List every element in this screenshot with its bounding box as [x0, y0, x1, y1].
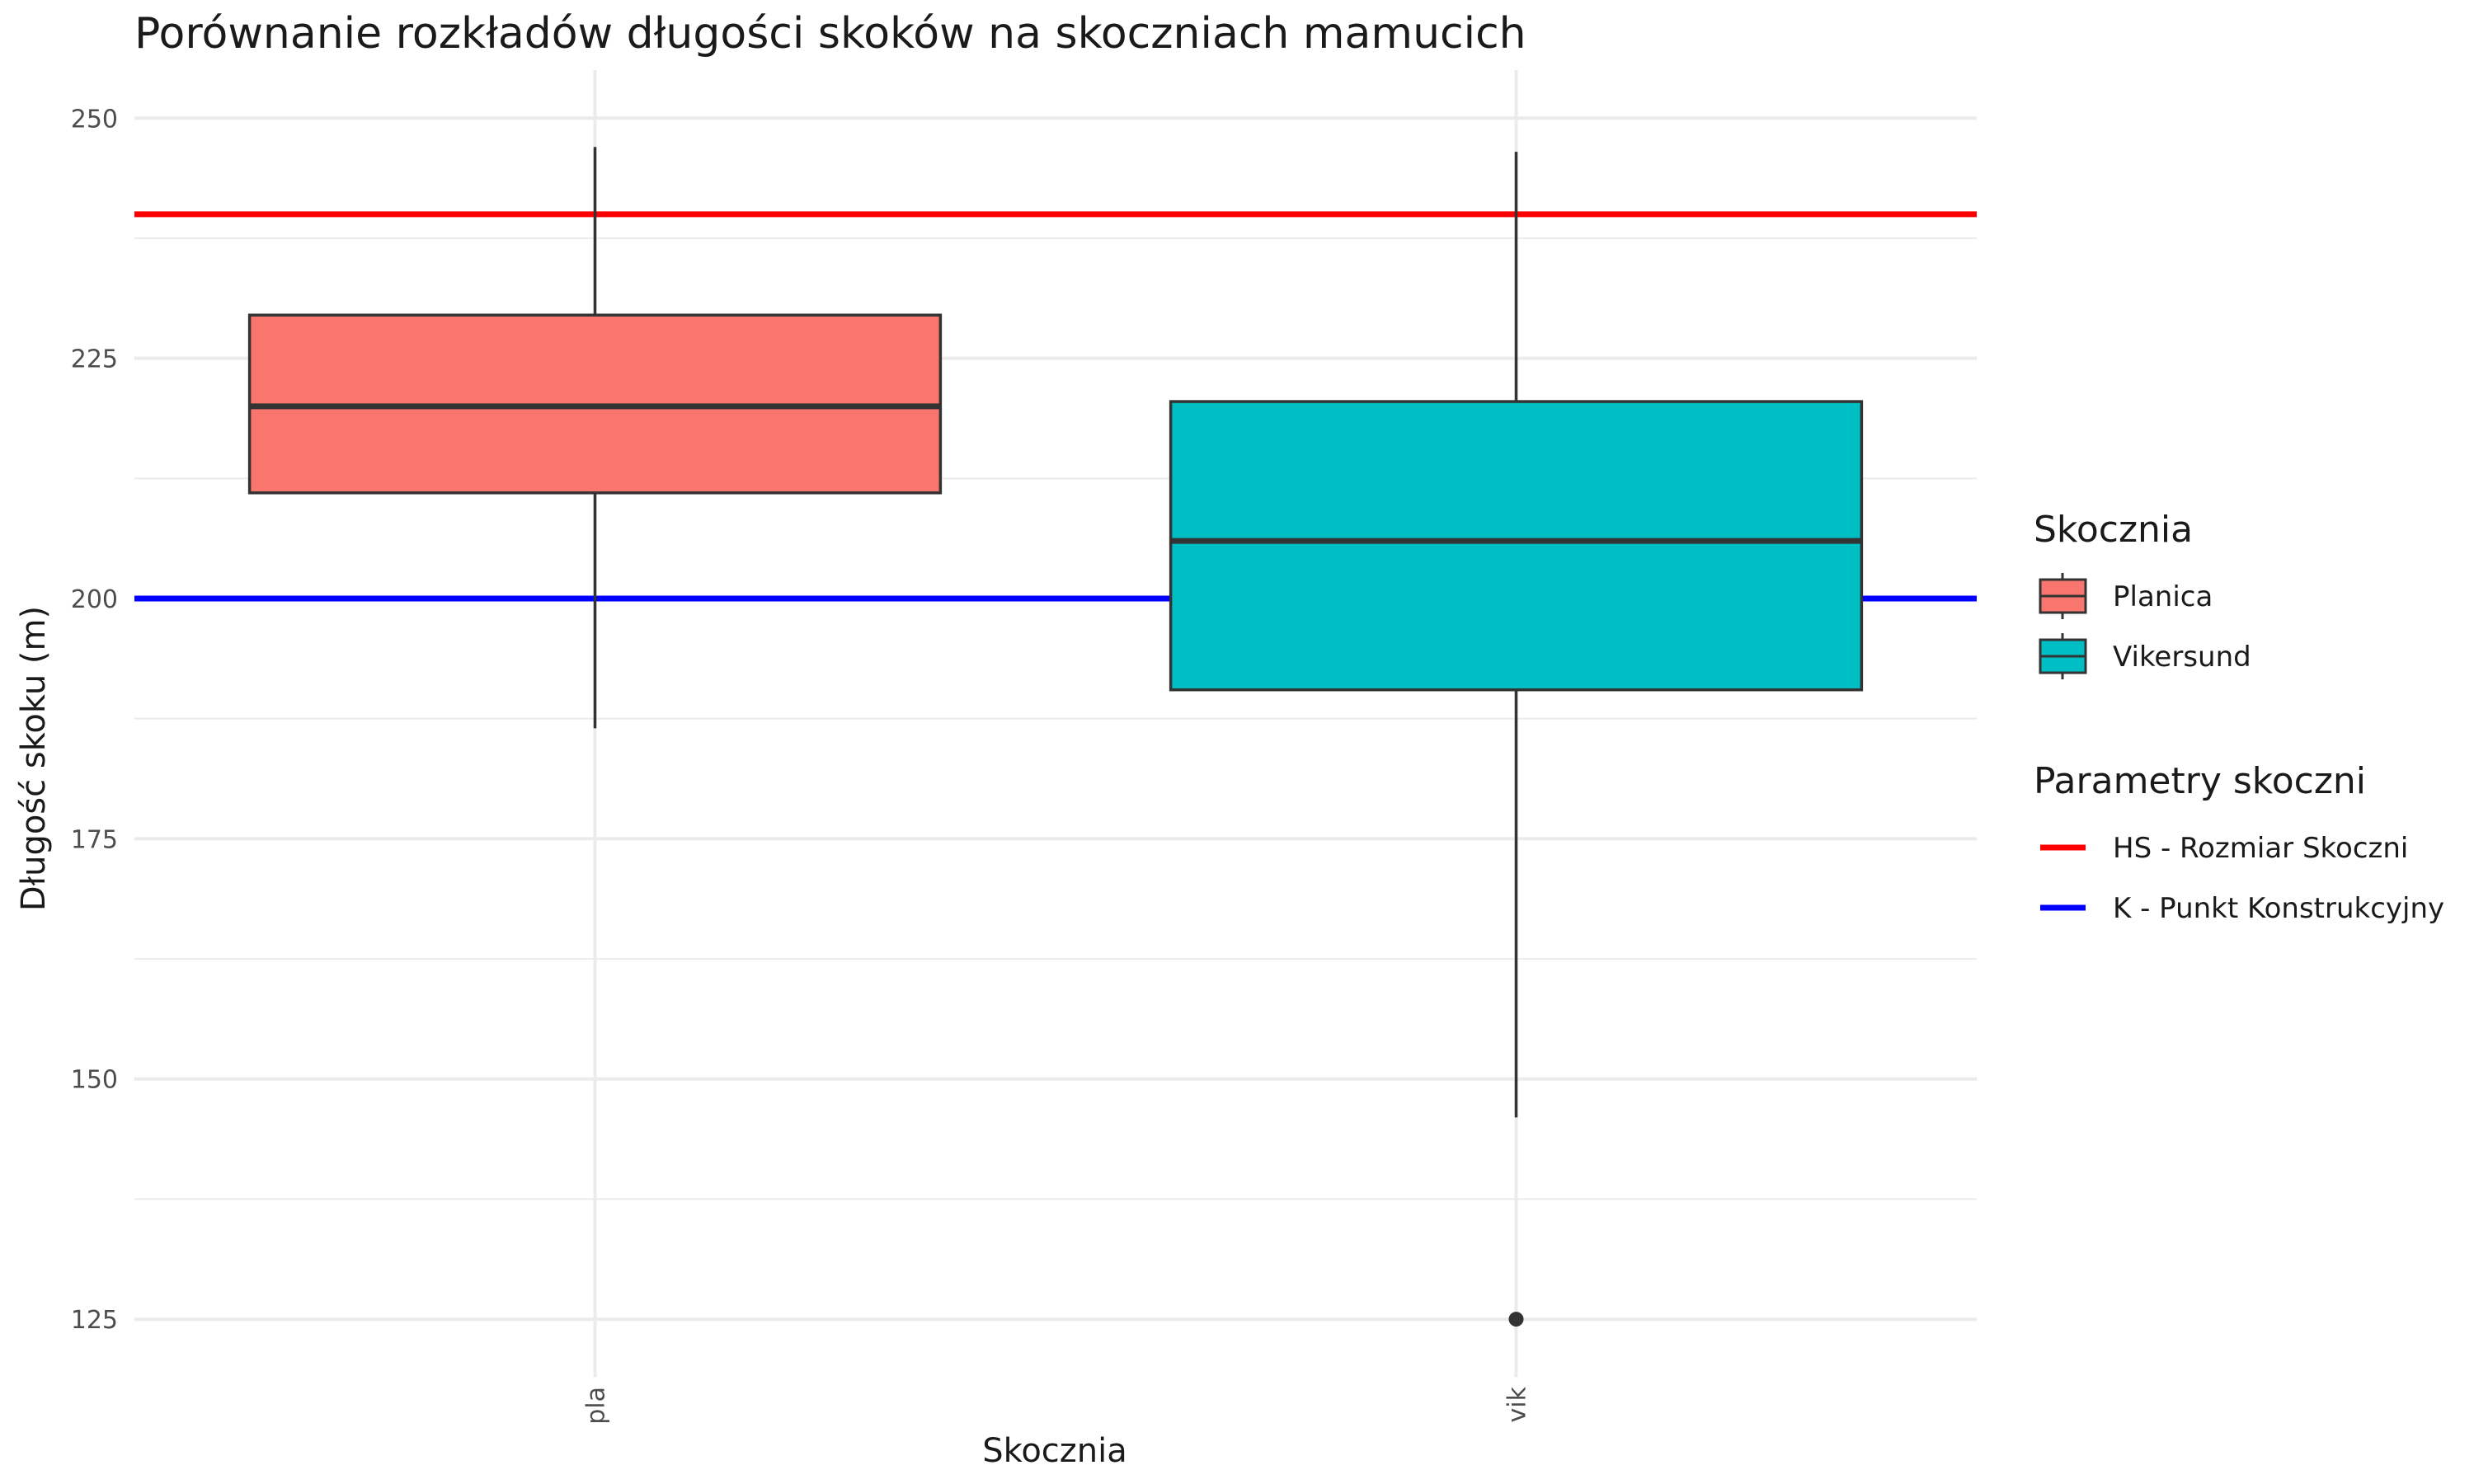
x-tick-label-vik: vik	[1503, 1386, 1532, 1422]
box-vik	[1169, 152, 1864, 1327]
y-tick-label-225: 225	[71, 345, 118, 374]
legend-label-line-0: HS - Rozmiar Skoczni	[2113, 832, 2408, 865]
y-tick-label-150: 150	[71, 1066, 118, 1095]
x-axis-title: Skocznia	[982, 1432, 1127, 1470]
x-tick-label-pla: pla	[582, 1387, 611, 1425]
legend-line-items: HS - Rozmiar Skoczni K - Punkt Konstrukcy…	[2040, 832, 2444, 925]
y-axis-title: Długość skoku (m)	[15, 606, 53, 911]
y-tick-label-175: 175	[71, 825, 118, 854]
grid	[134, 70, 1977, 1377]
y-tick-label-250: 250	[71, 105, 118, 134]
legend-label-vikersund: Vikersund	[2113, 641, 2251, 674]
iqr-box-vik	[1169, 400, 1864, 692]
legend-title-skocznia: Skocznia	[2034, 509, 2193, 551]
legend: Skocznia Planica Vikersund Parametry skoc…	[2034, 509, 2444, 925]
y-axis-ticks: 125 150 175 200 225 250	[71, 105, 118, 1335]
legend-label-planica: Planica	[2113, 580, 2213, 613]
legend-label-line-1: K - Punkt Konstrukcyjny	[2113, 892, 2444, 925]
outlier-point-vik-0	[1508, 1312, 1524, 1327]
box-pla	[247, 147, 943, 729]
legend-item-vikersund: Vikersund	[2039, 633, 2251, 679]
legend-item-line-1: K - Punkt Konstrukcyjny	[2040, 892, 2444, 925]
chart-title: Porównanie rozkładów długości skoków na …	[134, 9, 1526, 59]
y-tick-label-200: 200	[71, 585, 118, 614]
boxes	[247, 147, 1864, 1327]
y-tick-label-125: 125	[71, 1306, 118, 1335]
legend-title-parametry: Parametry skoczni	[2034, 760, 2366, 802]
legend-item-line-0: HS - Rozmiar Skoczni	[2040, 832, 2408, 865]
legend-fill-items: Planica Vikersund	[2039, 573, 2251, 679]
legend-item-planica: Planica	[2039, 573, 2213, 619]
x-axis-ticks: pla vik	[582, 1386, 1532, 1424]
